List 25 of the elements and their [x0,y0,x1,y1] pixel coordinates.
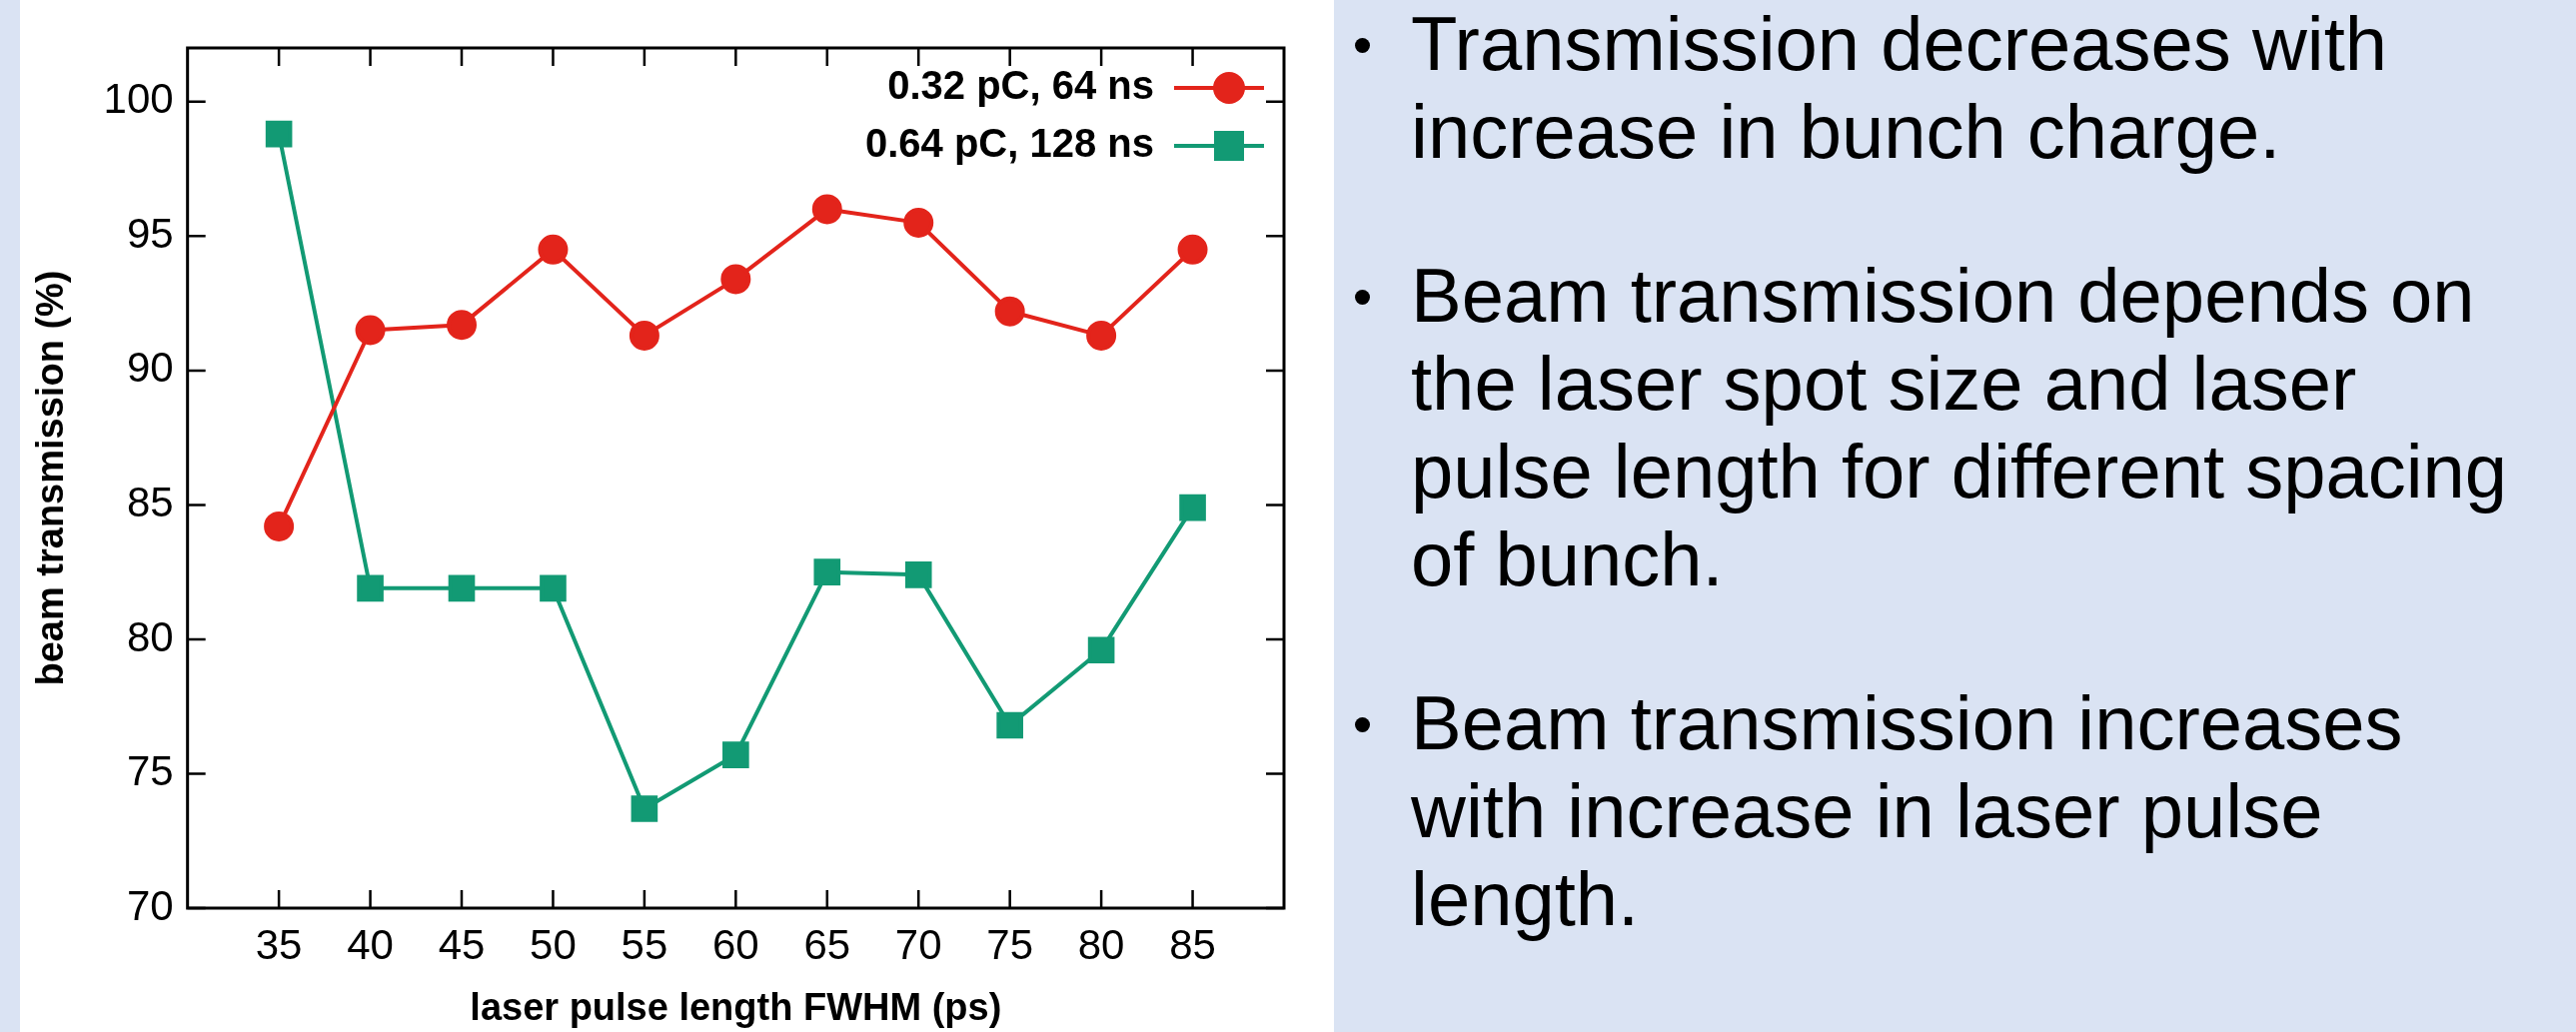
y-tick-label: 75 [126,747,174,795]
x-tick-label: 85 [1169,920,1216,968]
text: Beam transmission increases with increase in laser pulse length. [1411,680,2403,941]
legend-label: 0.64 pC, 128 ns [864,121,1154,166]
y-tick-label: 70 [126,881,174,929]
x-tick-label: 50 [530,920,577,968]
text: Transmission decreases with increase in bunch charge. [1411,1,2388,174]
x-tick-label: 45 [438,920,486,968]
y-tick-label: 100 [103,75,174,123]
x-tick-label: 35 [255,920,303,968]
x-tick-label: 65 [803,920,851,968]
y-tick-label: 95 [126,209,174,257]
y-axis-title: beam transmission (%) [29,270,72,686]
legend-label: 0.32 pC, 64 ns [887,63,1154,108]
x-tick-label: 70 [894,920,942,968]
x-tick-label: 60 [711,920,759,968]
y-tick-label: 85 [126,478,174,525]
x-axis-title: laser pulse length FWHM (ps) [470,985,1002,1028]
x-tick-label: 55 [621,920,668,968]
x-tick-label: 75 [986,920,1034,968]
x-tick-label: 80 [1077,920,1125,968]
y-tick-label: 80 [126,612,174,660]
x-tick-label: 40 [347,920,394,968]
text: Beam transmission depends on the laser spot size and laser pulse length for different spacing of bunch. [1411,253,2508,601]
y-tick-label: 90 [126,344,174,392]
